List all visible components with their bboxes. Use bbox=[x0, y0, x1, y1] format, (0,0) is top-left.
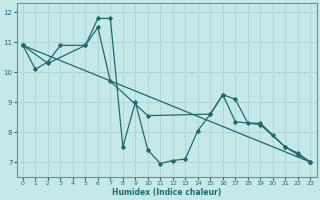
X-axis label: Humidex (Indice chaleur): Humidex (Indice chaleur) bbox=[112, 188, 221, 197]
